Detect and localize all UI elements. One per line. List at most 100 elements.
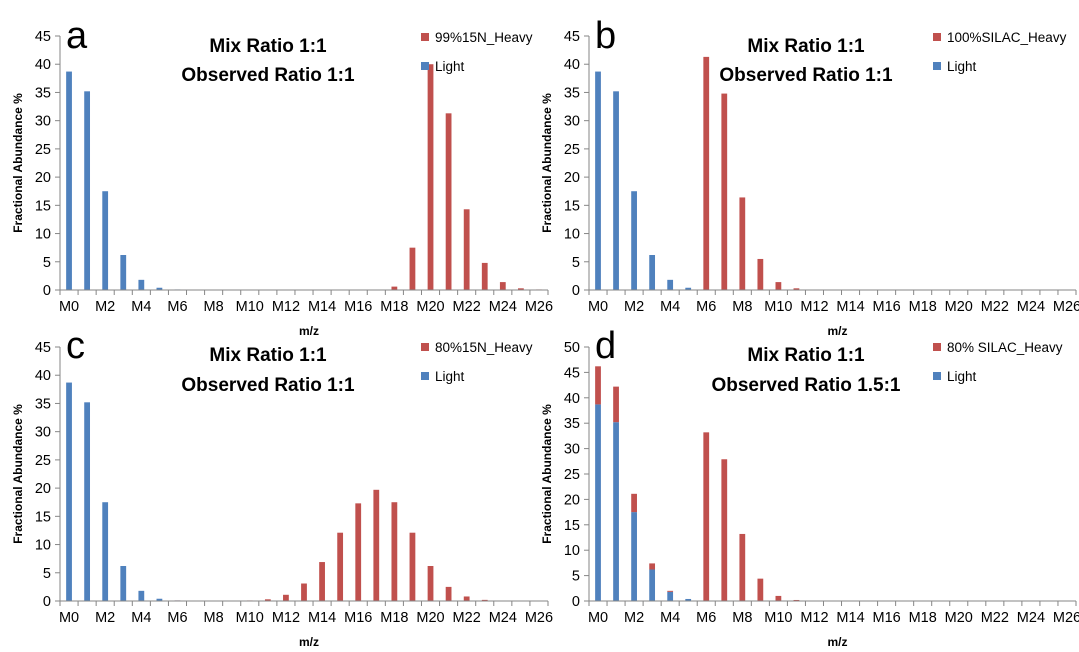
x-tick-label: M24 <box>1017 610 1045 626</box>
x-tick-label: M22 <box>981 299 1009 315</box>
y-tick-label: 25 <box>564 142 580 158</box>
chart-panel-d: 0 5 10 15 20 25 30 35 40 45 50 M0 M2 M4 M6 M8 M10 M12 M14 M… <box>540 325 1079 649</box>
x-tick-label: M6 <box>696 299 716 315</box>
bar-light-M0 <box>66 71 72 290</box>
bar-heavy-M21 <box>445 113 452 290</box>
y-tick-label: 45 <box>564 365 580 381</box>
bar-heavy-M11 <box>793 288 800 290</box>
y-tick-label: 5 <box>572 569 580 585</box>
bar-heavy-M25 <box>517 288 524 290</box>
bar-heavy-M2 <box>631 493 637 513</box>
x-tick-label: M14 <box>308 610 336 626</box>
bar-light-M5 <box>685 287 692 290</box>
y-tick-label: 0 <box>572 594 580 610</box>
bar-heavy-M20 <box>427 64 434 290</box>
y-tick-label: 40 <box>564 57 580 73</box>
bar-heavy-M4 <box>667 590 674 592</box>
x-tick-label: M18 <box>909 299 937 315</box>
chart-title-line-1: Mix Ratio 1:1 <box>747 345 865 366</box>
y-tick-label: 10 <box>35 538 51 554</box>
legend-label-light: Light <box>947 369 977 384</box>
x-tick-label: M6 <box>167 610 187 626</box>
legend-swatch-heavy <box>933 33 941 41</box>
bar-heavy-M21 <box>445 586 452 601</box>
chart-panel-b: 0 5 10 15 20 25 30 35 40 45 M0 M2 M4 M6 M8 M10 M12 M14 M16… <box>540 15 1079 338</box>
legend-label-light: Light <box>947 59 977 74</box>
y-tick-label: 25 <box>35 142 51 158</box>
bar-heavy-M9 <box>757 258 764 290</box>
bar-heavy-M23 <box>481 262 488 290</box>
x-tick-label: M0 <box>59 610 79 626</box>
x-tick-label: M20 <box>416 299 444 315</box>
bar-light-M5 <box>156 598 163 601</box>
bar-heavy-M8 <box>739 197 746 290</box>
x-tick-label: M18 <box>380 299 408 315</box>
y-tick-label: 45 <box>564 29 580 45</box>
x-tick-label: M16 <box>873 299 901 315</box>
x-tick-label: M26 <box>525 299 553 315</box>
x-tick-label: M0 <box>588 610 608 626</box>
legend-swatch-light <box>421 62 429 70</box>
bar-light-M4 <box>138 590 145 601</box>
x-tick-label: M8 <box>204 299 224 315</box>
panel-letter: a <box>66 15 88 57</box>
x-tick-label: M10 <box>764 299 792 315</box>
bar-light-M3 <box>120 255 127 290</box>
bar-heavy-M22 <box>463 209 470 290</box>
bar-heavy-M22 <box>463 596 470 601</box>
x-tick-label: M10 <box>236 610 264 626</box>
bar-heavy-M24 <box>499 282 506 290</box>
y-tick-label: 30 <box>564 442 580 458</box>
x-tick-label: M0 <box>59 299 79 315</box>
chart-title-line-2: Observed Ratio 1:1 <box>181 65 355 86</box>
y-tick-label: 35 <box>564 416 580 432</box>
legend-swatch-light <box>421 372 429 380</box>
panel-letter: d <box>595 325 616 367</box>
legend-swatch-heavy <box>421 33 429 41</box>
y-tick-label: 5 <box>43 255 51 271</box>
x-tick-label: M2 <box>95 299 115 315</box>
panel-letter: c <box>66 325 85 367</box>
bar-heavy-M7 <box>721 459 728 601</box>
x-tick-label: M2 <box>624 299 644 315</box>
bar-light-M5 <box>156 287 163 290</box>
legend-swatch-heavy <box>421 343 429 351</box>
bar-heavy-M13 <box>301 583 307 601</box>
x-axis-label: m/z <box>299 635 319 649</box>
bar-light-M3 <box>649 569 656 601</box>
bar-heavy-M12 <box>283 594 289 601</box>
y-tick-label: 35 <box>564 85 580 101</box>
bar-heavy-M6 <box>703 56 710 290</box>
bar-light-M1 <box>84 402 91 601</box>
x-tick-label: M2 <box>624 610 644 626</box>
y-tick-label: 25 <box>564 467 580 483</box>
panel-letter: b <box>595 15 616 57</box>
x-tick-label: M6 <box>167 299 187 315</box>
y-tick-label: 40 <box>35 57 51 73</box>
chart-title-line-2: Observed Ratio 1:1 <box>181 375 355 396</box>
x-tick-label: M6 <box>696 610 716 626</box>
bar-heavy-M17 <box>373 489 380 601</box>
x-tick-label: M26 <box>1053 299 1079 315</box>
x-tick-label: M20 <box>945 610 973 626</box>
y-tick-label: 15 <box>35 509 51 525</box>
bar-light-M2 <box>631 512 637 601</box>
x-tick-label: M12 <box>800 610 828 626</box>
y-axis-label: Fractional Abundance % <box>540 404 554 544</box>
y-tick-label: 5 <box>572 255 580 271</box>
x-tick-label: M20 <box>945 299 973 315</box>
x-tick-label: M2 <box>95 610 115 626</box>
x-axis-label: m/z <box>299 324 319 338</box>
bar-light-M5 <box>685 598 692 601</box>
bar-heavy-M6 <box>703 432 710 601</box>
x-axis-label: m/z <box>827 324 847 338</box>
y-tick-label: 30 <box>564 114 580 130</box>
bar-light-M0 <box>66 382 72 601</box>
bar-light-M0 <box>595 71 601 290</box>
y-axis-label: Fractional Abundance % <box>11 93 25 233</box>
x-tick-label: M4 <box>660 610 680 626</box>
y-tick-label: 25 <box>35 453 51 469</box>
x-tick-label: M8 <box>204 610 224 626</box>
x-tick-label: M26 <box>1053 610 1079 626</box>
legend-label-light: Light <box>435 59 465 74</box>
